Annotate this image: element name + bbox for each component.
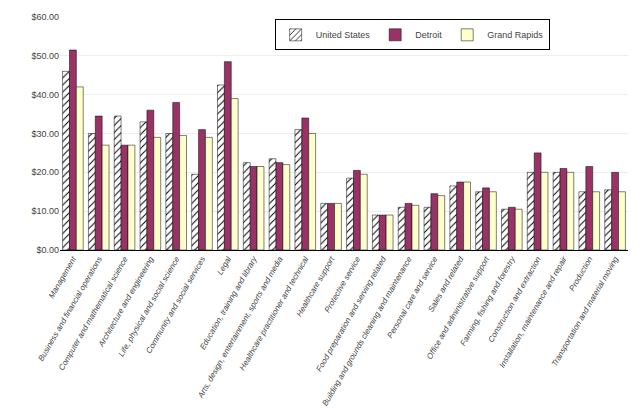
svg-text:Community and social services: Community and social services xyxy=(144,255,207,355)
svg-text:$30.00: $30.00 xyxy=(31,129,59,139)
svg-text:Construction and extraction: Construction and extraction xyxy=(486,255,543,344)
svg-text:Transportation and material mo: Transportation and material moving xyxy=(550,255,621,368)
svg-text:Personal care and service: Personal care and service xyxy=(386,255,440,340)
svg-text:Life, physical and social scie: Life, physical and social science xyxy=(117,255,182,359)
svg-text:Detroit: Detroit xyxy=(415,30,442,40)
svg-text:$60.00: $60.00 xyxy=(31,12,59,22)
svg-text:$50.00: $50.00 xyxy=(31,51,59,61)
svg-text:Healthcare practitioner and te: Healthcare practitioner and technical xyxy=(238,255,311,372)
svg-text:Computer and mathematical scie: Computer and mathematical science xyxy=(57,255,130,372)
svg-text:Arts, design, entertainment, s: Arts, design, entertainment, sports and … xyxy=(196,255,285,401)
svg-text:Sales and related: Sales and related xyxy=(426,255,465,314)
svg-text:Management: Management xyxy=(47,254,79,300)
svg-text:Production: Production xyxy=(568,255,595,293)
svg-text:Building and grounds cleaning: Building and grounds cleaning and mainte… xyxy=(321,255,414,408)
svg-text:Office and administrative supp: Office and administrative support xyxy=(425,254,492,360)
svg-text:$0.00: $0.00 xyxy=(36,245,59,255)
svg-text:Food preparation and serving r: Food preparation and serving related xyxy=(315,255,389,374)
svg-text:Legal: Legal xyxy=(215,255,233,277)
svg-text:Healthcare support: Healthcare support xyxy=(295,254,337,318)
svg-text:Architecture and engineering: Architecture and engineering xyxy=(96,255,156,349)
svg-text:Farming, fishing and forestry: Farming, fishing and forestry xyxy=(459,254,518,347)
svg-text:Education, training and librar: Education, training and library xyxy=(198,254,259,351)
svg-text:$40.00: $40.00 xyxy=(31,90,59,100)
svg-text:United States: United States xyxy=(316,30,371,40)
svg-text:Grand Rapids: Grand Rapids xyxy=(487,30,543,40)
svg-text:$10.00: $10.00 xyxy=(31,206,59,216)
svg-text:$20.00: $20.00 xyxy=(31,167,59,177)
svg-text:Protective service: Protective service xyxy=(323,255,363,315)
svg-text:Business and financial operati: Business and financial operations xyxy=(37,255,104,363)
svg-text:Installation, maintenance and: Installation, maintenance and repair xyxy=(497,255,568,370)
